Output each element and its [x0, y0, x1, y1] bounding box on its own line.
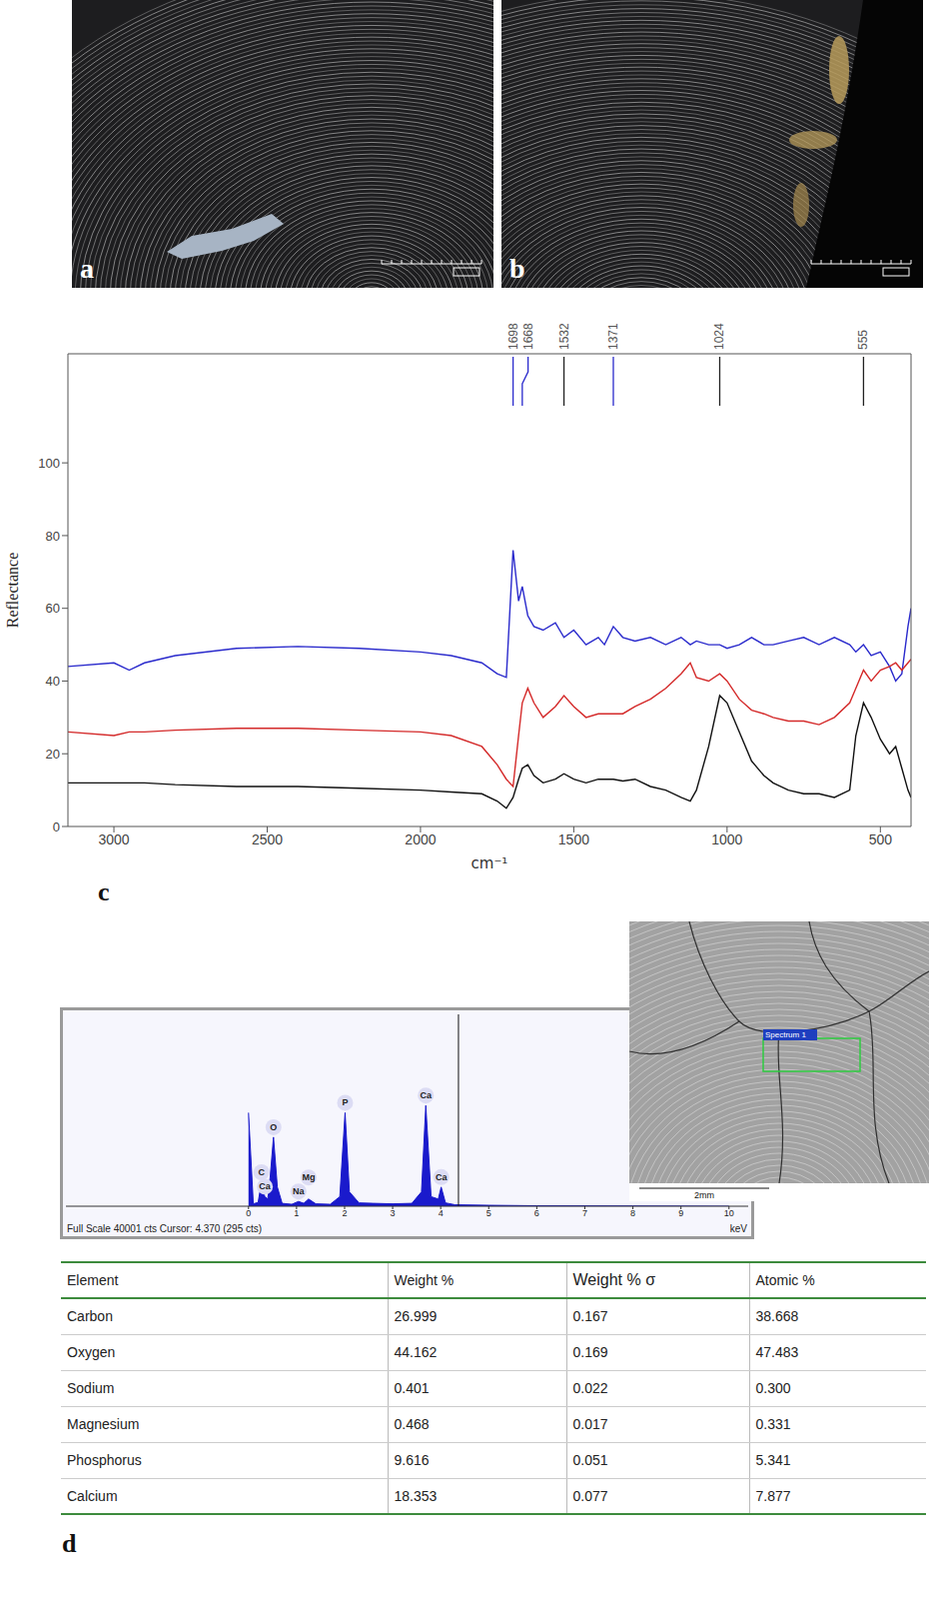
svg-text:6: 6 [534, 1207, 540, 1218]
html-text:Atomic %: Atomic % [755, 1271, 815, 1288]
svg-text:1500: 1500 [558, 831, 590, 848]
html-text:0.401: 0.401 [394, 1379, 430, 1396]
svg-text:60: 60 [45, 600, 60, 616]
svg-text:20: 20 [45, 746, 60, 762]
html-text:Weight %: Weight % [394, 1271, 454, 1288]
svg-text:Ca: Ca [258, 1180, 271, 1191]
html-text:47.483: 47.483 [755, 1343, 799, 1360]
svg-text:100: 100 [37, 455, 60, 471]
svg-text:1024: 1024 [712, 322, 727, 350]
html-text:9.616: 9.616 [394, 1451, 430, 1468]
svg-text:P: P [341, 1096, 348, 1107]
html-text:26.999: 26.999 [394, 1307, 437, 1324]
html-text:0.169: 0.169 [572, 1343, 608, 1360]
html-text:44.162: 44.162 [394, 1343, 437, 1360]
svg-text:2mm: 2mm [694, 1189, 715, 1200]
html-text:0.331: 0.331 [755, 1415, 791, 1432]
svg-text:1698: 1698 [506, 322, 521, 350]
svg-text:1371: 1371 [606, 322, 621, 350]
html-text:Magnesium: Magnesium [66, 1415, 140, 1432]
html-text:0.468: 0.468 [394, 1415, 430, 1432]
svg-text:3: 3 [390, 1207, 396, 1218]
html-text:0.051: 0.051 [572, 1451, 608, 1468]
svg-text:2: 2 [341, 1207, 347, 1218]
svg-text:cm⁻¹: cm⁻¹ [471, 854, 509, 873]
svg-text:4: 4 [438, 1207, 444, 1218]
svg-text:Na: Na [292, 1185, 305, 1196]
svg-text:2000: 2000 [404, 831, 436, 848]
html-text:0.022: 0.022 [572, 1379, 608, 1396]
html-text:0.017: 0.017 [572, 1415, 608, 1432]
html-text:7.877: 7.877 [755, 1487, 791, 1504]
html-text:Sodium: Sodium [66, 1379, 115, 1396]
svg-text:a: a [79, 252, 94, 284]
svg-text:5: 5 [486, 1207, 492, 1218]
html-text:0.167: 0.167 [572, 1307, 608, 1324]
svg-text:9: 9 [678, 1207, 684, 1218]
html-text:Full Scale 40001 cts Cursor: 4: Full Scale 40001 cts Cursor: 4.370 (295 … [66, 1222, 262, 1234]
svg-text:7: 7 [582, 1207, 588, 1218]
svg-text:1000: 1000 [711, 831, 743, 848]
html-text:0.300: 0.300 [755, 1379, 791, 1396]
html-text:5.341: 5.341 [755, 1451, 791, 1468]
svg-text:10: 10 [724, 1207, 735, 1218]
svg-text:8: 8 [630, 1207, 636, 1218]
html-text:Oxygen: Oxygen [66, 1343, 116, 1360]
svg-text:0: 0 [245, 1207, 251, 1218]
html-text:18.353: 18.353 [394, 1487, 437, 1504]
svg-text:40: 40 [45, 673, 60, 689]
html-text:Phosphorus: Phosphorus [66, 1451, 142, 1468]
svg-text:C: C [258, 1166, 266, 1177]
html-text:c: c [97, 877, 110, 907]
svg-text:3000: 3000 [97, 831, 129, 848]
html-text:Element: Element [66, 1271, 119, 1288]
svg-text:80: 80 [45, 528, 60, 544]
html-text:Carbon: Carbon [66, 1307, 113, 1324]
svg-text:Mg: Mg [301, 1171, 315, 1182]
html-text:d: d [61, 1528, 77, 1558]
html-text:Calcium: Calcium [66, 1487, 118, 1504]
svg-text:1: 1 [293, 1207, 299, 1218]
svg-text:Spectrum 1: Spectrum 1 [765, 1029, 807, 1039]
svg-text:Reflectance: Reflectance [3, 552, 21, 629]
svg-text:Ca: Ca [420, 1089, 433, 1100]
svg-text:1532: 1532 [557, 322, 572, 350]
svg-text:2500: 2500 [251, 831, 283, 848]
html-text:0.077: 0.077 [572, 1487, 608, 1504]
html-text:38.668: 38.668 [755, 1307, 799, 1324]
html-text:keV: keV [730, 1222, 748, 1234]
svg-text:Ca: Ca [435, 1171, 448, 1182]
svg-text:1668: 1668 [521, 322, 536, 350]
html-text:Weight % σ: Weight % σ [572, 1270, 656, 1288]
svg-text:555: 555 [856, 329, 871, 350]
svg-text:0: 0 [52, 819, 60, 835]
svg-text:b: b [509, 252, 526, 284]
svg-text:O: O [269, 1121, 277, 1132]
svg-text:500: 500 [869, 831, 894, 848]
